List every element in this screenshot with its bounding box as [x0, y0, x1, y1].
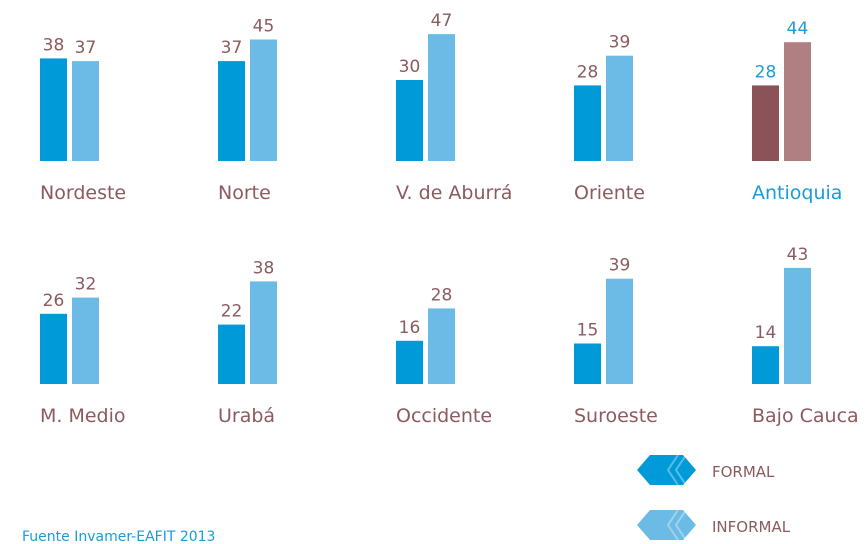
- bar: [218, 61, 245, 161]
- value-label: 37: [221, 38, 243, 58]
- bar: [40, 58, 67, 161]
- category-label: Norte: [218, 182, 271, 204]
- bar: [218, 324, 245, 384]
- value-label: 43: [787, 245, 809, 265]
- bar: [784, 42, 811, 162]
- legend-label: FORMAL: [712, 463, 775, 481]
- value-label: 37: [75, 38, 97, 58]
- bar: [784, 267, 811, 384]
- bar: [40, 313, 67, 384]
- category-label: V. de Aburrá: [396, 182, 512, 204]
- category-label: Antioquia: [752, 182, 842, 204]
- value-label: 38: [43, 35, 65, 55]
- value-label: 26: [43, 291, 65, 311]
- category-label: Suroeste: [574, 405, 658, 427]
- value-label: 47: [431, 11, 453, 31]
- value-label: 32: [75, 275, 97, 295]
- bar: [606, 55, 633, 162]
- value-label: 15: [577, 321, 599, 341]
- category-label: Nordeste: [40, 182, 126, 204]
- bar: [72, 297, 99, 384]
- value-label: 45: [253, 17, 275, 37]
- value-label: 28: [431, 285, 453, 305]
- value-label: 44: [787, 19, 809, 39]
- category-label: Oriente: [574, 182, 645, 204]
- legend-icon: [637, 455, 696, 485]
- bar: [752, 346, 779, 384]
- source-note: Fuente Invamer-EAFIT 2013: [22, 529, 215, 544]
- category-label: Occidente: [396, 405, 492, 427]
- bar: [250, 39, 277, 161]
- bar: [396, 80, 423, 161]
- bar: [428, 308, 455, 384]
- legend-label: INFORMAL: [712, 518, 791, 536]
- legend-icon-chevron: [666, 509, 687, 541]
- category-label: Bajo Cauca: [752, 405, 859, 427]
- category-label: Urabá: [218, 405, 275, 427]
- value-label: 16: [399, 318, 421, 338]
- value-label: 22: [221, 302, 243, 322]
- bar: [606, 278, 633, 384]
- bar: [250, 281, 277, 384]
- value-label: 30: [399, 57, 421, 77]
- bar: [752, 85, 779, 161]
- bar: [428, 34, 455, 161]
- legend-icon: [637, 510, 696, 540]
- value-label: 14: [755, 323, 777, 343]
- bar: [72, 61, 99, 161]
- bar: [574, 343, 601, 384]
- value-label: 39: [609, 33, 631, 53]
- category-label: M. Medio: [40, 405, 126, 427]
- value-label: 28: [577, 62, 599, 82]
- value-label: 28: [755, 62, 777, 82]
- value-label: 38: [253, 258, 275, 278]
- bar: [396, 340, 423, 384]
- value-label: 39: [609, 256, 631, 276]
- legend-icon-chevron: [666, 454, 687, 486]
- bar: [574, 85, 601, 161]
